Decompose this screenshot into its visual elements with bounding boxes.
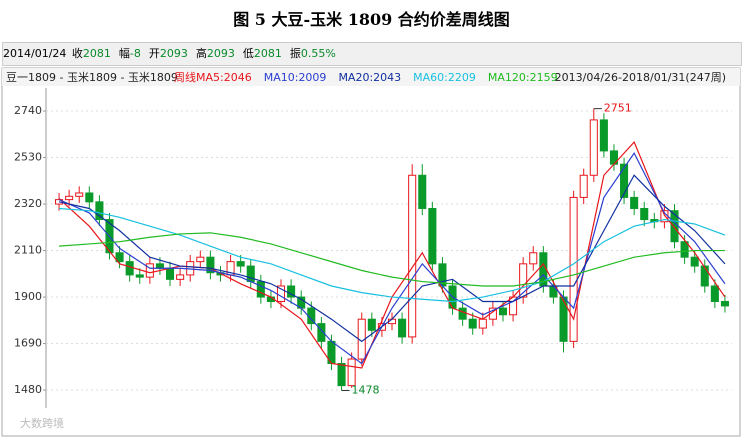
legend-entry: MA60:2209 — [413, 71, 476, 84]
annotation: 1478 — [352, 384, 380, 397]
candle-body — [458, 307, 467, 320]
info-label: 低 — [242, 47, 254, 60]
legend-bar — [2, 68, 740, 86]
y-tick-label: 2530 — [14, 151, 42, 164]
candle-body — [398, 318, 407, 338]
candle-body — [478, 318, 487, 329]
instrument: 豆一1809 - 玉米1809 - 玉米1809 — [6, 71, 178, 84]
ma-line — [58, 151, 726, 365]
candle-body — [135, 274, 144, 278]
candle-body — [599, 119, 608, 152]
candle-body — [85, 192, 94, 203]
candle-body — [710, 285, 719, 302]
candle-body — [155, 263, 164, 269]
candle-body — [468, 318, 477, 329]
candle-body — [75, 192, 84, 197]
candle-body — [196, 256, 205, 263]
info-bar: 2014/01/24 收2081 幅-8 开2093 高2093 低2081 振0.55% — [2, 42, 742, 66]
info-label: 开 — [148, 47, 160, 60]
y-tick-label: 1690 — [14, 337, 42, 350]
info-value: 2093 — [206, 47, 235, 60]
ma-line — [59, 232, 725, 287]
candle-body — [95, 201, 104, 221]
ma-line — [58, 174, 726, 343]
candle-body — [337, 362, 346, 387]
title: 图 5 大豆-玉米 1809 合约价差周线图 — [233, 10, 510, 29]
candle-body — [690, 256, 699, 267]
info-value: -8 — [129, 47, 141, 60]
candle-body — [287, 285, 296, 298]
candle-body — [519, 263, 528, 298]
candle-body — [65, 195, 74, 201]
candle-body — [569, 196, 578, 342]
candle-body — [206, 256, 215, 274]
info-value: 2081 — [82, 47, 111, 60]
info-label: 幅 — [118, 47, 130, 60]
candle-body — [579, 174, 588, 198]
candle-body — [236, 261, 245, 267]
y-tick-label: 1900 — [14, 290, 42, 303]
candle-body — [408, 174, 417, 338]
chart: 豆一1809 - 玉米1809 - 玉米1809 周线 2013/04/26-2… — [1, 67, 741, 437]
candle-body — [670, 210, 679, 243]
candle-body — [165, 267, 175, 280]
info-value: 0.55% — [300, 47, 336, 60]
candle-body — [680, 241, 689, 258]
period: 周线 — [174, 70, 196, 84]
date-range: 2013/04/26-2018/01/31(247周) — [555, 71, 726, 84]
y-tick-label: 2320 — [14, 197, 42, 210]
candle-body — [145, 263, 154, 278]
candle-body — [256, 281, 265, 298]
candle-body — [498, 307, 508, 316]
candle-body — [559, 296, 568, 342]
info-date: 2014/01/24 — [3, 47, 67, 60]
candle-body — [367, 318, 376, 331]
info-value: 2081 — [253, 47, 282, 60]
legend-entry: MA20:2043 — [338, 71, 401, 84]
info-value: 2093 — [159, 47, 188, 60]
candle-body — [176, 274, 185, 280]
info-label: 收 — [71, 47, 83, 60]
watermark: 大数跨境 — [20, 416, 64, 430]
candle-body — [640, 207, 649, 221]
candle-body — [418, 174, 427, 209]
candle-body — [720, 300, 729, 307]
candle-body — [347, 358, 356, 387]
y-tick-label: 2740 — [14, 104, 42, 117]
info-label: 振 — [289, 47, 301, 60]
candle-body — [125, 261, 134, 276]
legend-entry: MA5:2046 — [196, 71, 252, 84]
candle-body — [317, 323, 326, 342]
candle-body — [246, 265, 255, 283]
candle-body — [630, 196, 639, 209]
candle-body — [428, 207, 437, 265]
legend-entry: MA120:2159 — [488, 71, 558, 84]
candle-body — [620, 163, 629, 198]
candle-body — [589, 119, 598, 176]
y-tick-label: 1480 — [14, 383, 42, 396]
candle-body — [700, 265, 709, 287]
candle-body — [529, 252, 538, 265]
annotation: 2751 — [604, 102, 632, 115]
ma-line — [59, 207, 726, 303]
y-tick-label: 2110 — [14, 244, 42, 257]
candle-body — [115, 252, 124, 263]
info-label: 高 — [195, 47, 207, 60]
legend-entry: MA10:2009 — [264, 71, 327, 84]
